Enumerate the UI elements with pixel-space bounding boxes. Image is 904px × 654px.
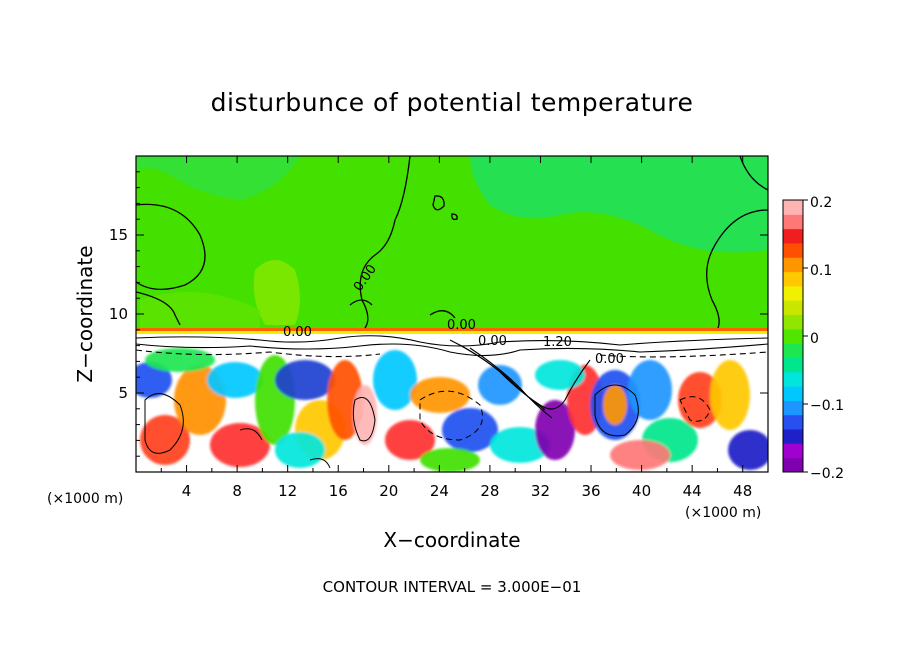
x-tick-label: 4 xyxy=(182,482,192,500)
x-axis: 4 8 12 16 20 24 28 32 36 40 44 48 xyxy=(160,156,752,500)
colorbar-swatch xyxy=(783,300,803,316)
field-blob xyxy=(490,427,550,463)
field-blob xyxy=(136,362,172,398)
y-tick-label: 15 xyxy=(109,226,128,244)
field-blob xyxy=(207,362,263,398)
field-blob xyxy=(145,348,215,372)
contour-label: 0.00 xyxy=(595,352,624,367)
field-blob xyxy=(385,420,435,460)
colorbar-swatch xyxy=(783,214,803,230)
lower-contours xyxy=(144,384,711,469)
colorbar-swatch xyxy=(783,457,803,473)
colorbar-swatch xyxy=(783,200,803,215)
colorbar-swatch xyxy=(783,328,803,344)
field-blob xyxy=(610,440,670,470)
field-blob xyxy=(603,385,627,425)
colorbar-tick-label: −0.2 xyxy=(810,466,844,482)
x-tick-label: 40 xyxy=(632,482,651,500)
y-axis-unit: (×1000 m) xyxy=(47,491,123,507)
field-blob xyxy=(410,377,470,413)
colorbar-swatch xyxy=(783,271,803,287)
contour-label: 0.00 xyxy=(283,325,312,340)
y-axis-label: Z−coordinate xyxy=(73,245,97,382)
contour-labels: 0.00 0.00 0.00 0.00 1.20 0.00 xyxy=(283,262,624,367)
contour-interval-note: CONTOUR INTERVAL = 3.000E−01 xyxy=(323,578,582,596)
x-tick-label: 20 xyxy=(379,482,398,500)
inversion-band-yellow xyxy=(136,331,768,334)
x-tick-label: 32 xyxy=(531,482,550,500)
field-blob xyxy=(210,423,270,467)
colorbar xyxy=(782,199,808,473)
colorbar-swatch xyxy=(783,343,803,358)
field-blob xyxy=(710,360,750,430)
colorbar-swatch xyxy=(783,242,803,258)
x-tick-label: 12 xyxy=(278,482,297,500)
field-blob xyxy=(442,408,498,452)
y-tick-label: 5 xyxy=(118,384,128,402)
lower-layer-blobs xyxy=(136,348,768,472)
field-blob xyxy=(478,365,522,405)
field-blob xyxy=(728,430,768,470)
colorbar-tick-label: 0.2 xyxy=(810,195,832,211)
y-axis: 5 10 15 xyxy=(109,171,768,457)
upper-layer-cyan-patch xyxy=(136,156,300,200)
x-tick-label: 36 xyxy=(581,482,600,500)
field-blob xyxy=(628,360,672,420)
colorbar-swatch xyxy=(783,400,803,416)
field-blob xyxy=(140,415,190,465)
x-axis-label: X−coordinate xyxy=(383,528,520,552)
x-tick-label: 24 xyxy=(430,482,449,500)
colorbar-labels: 0.2 0.1 0 −0.1 −0.2 xyxy=(810,195,844,482)
field-blob xyxy=(420,448,480,472)
field-blob xyxy=(275,360,335,400)
colorbar-swatch xyxy=(783,429,803,444)
field-blob xyxy=(353,385,377,445)
y-tick-label: 10 xyxy=(109,305,128,323)
colorbar-swatch xyxy=(783,285,803,301)
upper-layer-light-patch xyxy=(253,260,300,325)
colorbar-tick-label: 0.1 xyxy=(810,263,832,279)
field-blob xyxy=(535,400,575,460)
upper-layer-cyan-patch xyxy=(470,156,768,253)
colorbar-swatch xyxy=(783,314,803,330)
x-tick-label: 16 xyxy=(329,482,348,500)
colorbar-swatch xyxy=(783,357,803,373)
inversion-band xyxy=(136,328,768,331)
colorbar-tick-label: −0.1 xyxy=(810,398,844,414)
colorbar-swatch xyxy=(783,257,803,273)
colorbar-swatch xyxy=(783,414,803,430)
x-tick-label: 48 xyxy=(733,482,752,500)
upper-contours xyxy=(136,156,768,329)
plot-field: 0.00 0.00 0.00 0.00 1.20 0.00 xyxy=(136,156,768,472)
field-blob xyxy=(535,360,585,390)
colorbar-swatch xyxy=(783,228,803,244)
colorbar-swatch xyxy=(783,443,803,459)
x-axis-unit: (×1000 m) xyxy=(685,505,761,521)
x-tick-label: 44 xyxy=(683,482,702,500)
contour-label: 1.20 xyxy=(543,335,572,350)
upper-layer-light-patch xyxy=(140,292,260,330)
field-blob xyxy=(275,432,325,468)
field-blob xyxy=(373,350,417,410)
colorbar-swatch xyxy=(783,386,803,401)
colorbar-swatch xyxy=(783,371,803,387)
contour-label: 0.00 xyxy=(478,334,507,349)
inversion-contours xyxy=(136,335,768,419)
colorbar-tick-label: 0 xyxy=(810,331,819,347)
x-tick-label: 28 xyxy=(480,482,499,500)
x-tick-label: 8 xyxy=(232,482,242,500)
chart-title: disturbunce of potential temperature xyxy=(211,88,694,117)
contour-label: 0.00 xyxy=(447,318,476,333)
